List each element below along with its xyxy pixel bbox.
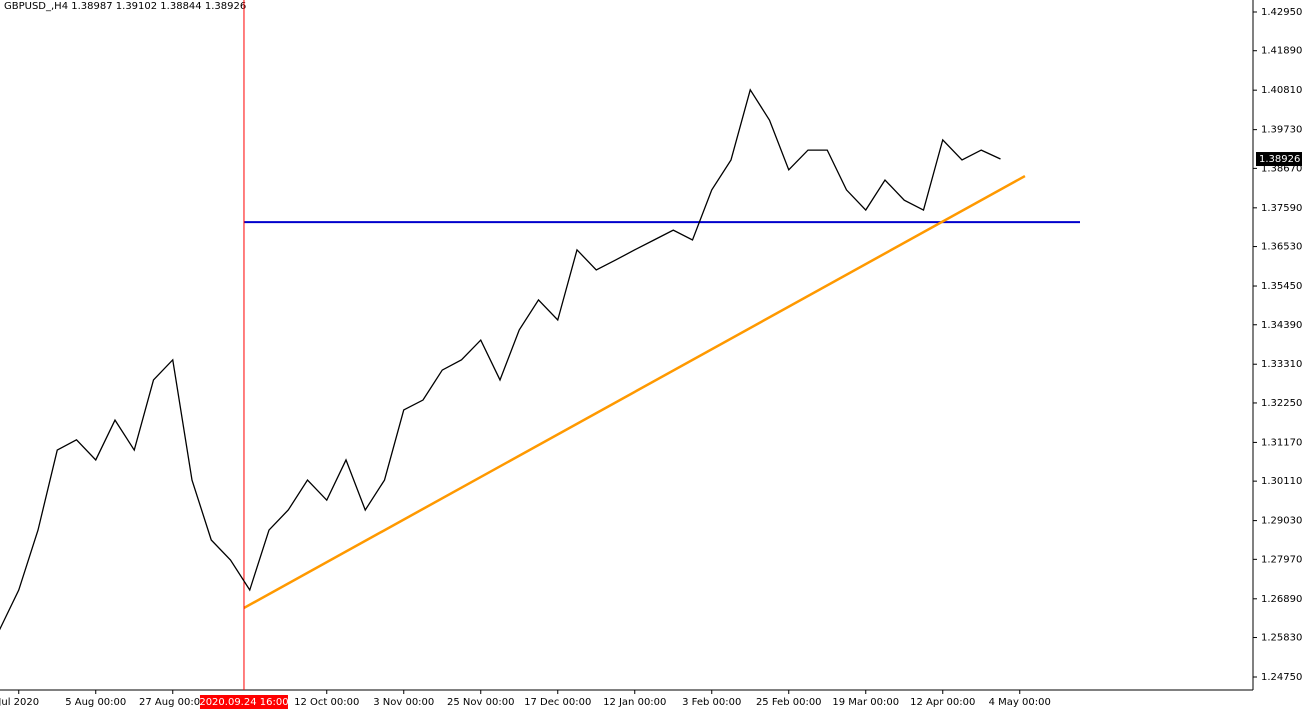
x-tick-label: 3 Feb 00:00 <box>682 697 741 708</box>
x-tick-label: 12 Oct 00:00 <box>294 697 359 708</box>
x-tick-label: 17 Dec 00:00 <box>524 697 591 708</box>
current-price-label: 1.38926 <box>1259 154 1300 165</box>
y-tick-label: 1.38670 <box>1261 163 1302 174</box>
x-tick-label: 12 Jan 00:00 <box>603 697 666 708</box>
x-tick-label: 3 Nov 00:00 <box>373 697 434 708</box>
y-tick-label: 1.25830 <box>1261 633 1302 644</box>
y-tick-label: 1.33310 <box>1261 359 1302 370</box>
chart-title: GBPUSD_,H4 1.38987 1.39102 1.38844 1.389… <box>4 1 246 12</box>
x-tick-label: 5 Aug 00:00 <box>65 697 126 708</box>
x-tick-label: 25 Feb 00:00 <box>756 697 822 708</box>
x-tick-label: 25 Nov 00:00 <box>447 697 514 708</box>
current-price-bg <box>1256 152 1302 167</box>
crosshair-label-bg <box>199 695 288 709</box>
x-tick-label: 19 Mar 00:00 <box>832 697 899 708</box>
y-tick-label: 1.42950 <box>1261 7 1302 18</box>
y-tick-label: 1.32250 <box>1261 398 1302 409</box>
x-tick-label: 27 Aug 00:00 <box>139 697 206 708</box>
crosshair-label: 2020.09.24 16:00 <box>199 697 288 708</box>
y-tick-label: 1.27970 <box>1261 554 1302 565</box>
x-tick-label: 4 May 00:00 <box>989 697 1051 708</box>
y-tick-label: 1.37590 <box>1261 203 1302 214</box>
trendline <box>243 174 1026 610</box>
y-tick-label: 1.41890 <box>1261 46 1302 57</box>
y-tick-label: 1.34390 <box>1261 320 1302 331</box>
y-tick-label: 1.24750 <box>1261 672 1302 683</box>
price-line <box>0 88 1001 631</box>
y-tick-label: 1.29030 <box>1261 516 1302 527</box>
x-tick-label: Jul 2020 <box>0 697 39 708</box>
y-tick-label: 1.36530 <box>1261 242 1302 253</box>
y-tick-label: 1.35450 <box>1261 281 1302 292</box>
y-tick-label: 1.30110 <box>1261 476 1302 487</box>
y-tick-label: 1.26890 <box>1261 594 1302 605</box>
y-tick-label: 1.39730 <box>1261 125 1302 136</box>
x-tick-label: 12 Apr 00:00 <box>910 697 975 708</box>
y-tick-label: 1.31170 <box>1261 437 1302 448</box>
y-tick-label: 1.40810 <box>1261 85 1302 96</box>
